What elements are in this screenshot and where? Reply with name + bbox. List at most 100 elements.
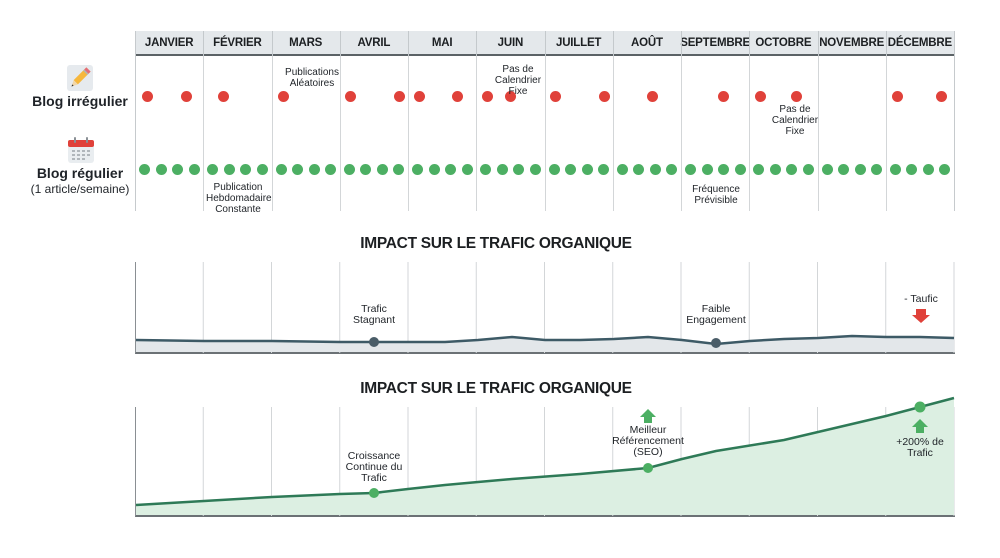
regular-post-dot: [649, 163, 661, 175]
regular-post-dot: [734, 163, 746, 175]
regular-post-dot: [701, 163, 713, 175]
regular-post-dot: [565, 163, 576, 175]
irregular-post-dot: [754, 90, 766, 102]
month-header-4: MAI: [408, 31, 477, 56]
month-header-8: SEPTEMBRE: [680, 31, 750, 56]
header-separator: [339, 31, 341, 56]
row-label-irregular: Blog irrégulier: [32, 93, 128, 109]
regular-post-dot: [188, 163, 200, 175]
label-plus200: +200% de Trafic: [896, 436, 944, 459]
regular-post-dot: [633, 163, 645, 175]
irregular-post-dot: [141, 90, 153, 102]
irregular-post-dot: [549, 90, 561, 102]
seo-marker: [643, 463, 653, 473]
regular-post-dot: [581, 163, 593, 175]
regular-post-dot: [802, 163, 814, 175]
irregular-post-dot: [393, 90, 405, 102]
engagement-marker: [711, 338, 721, 348]
regular-post-dot: [155, 163, 167, 175]
arrow-down-icon: [912, 309, 930, 323]
header-separator: [749, 31, 751, 56]
regular-post-dot: [308, 163, 320, 175]
label-trafic-stagnant: Trafic Stagnant: [352, 303, 396, 326]
irregular-post-dot: [717, 90, 729, 102]
regular-post-dot: [461, 163, 473, 175]
irregular-post-dot: [451, 90, 463, 102]
month-header-9: OCTOBRE: [749, 31, 818, 56]
arrow-up-icon: [640, 409, 656, 423]
header-separator: [885, 31, 887, 56]
irregular-post-dot: [344, 90, 356, 102]
row-sublabel-regular: (1 article/semaine): [30, 182, 130, 196]
regular-post-dot: [207, 163, 219, 175]
regular-post-dot: [445, 163, 456, 175]
regular-post-dot: [666, 163, 678, 175]
calendar-icon: [67, 136, 95, 164]
month-header-11: DÉCEMBRE: [885, 31, 954, 56]
regular-post-dot: [939, 163, 951, 175]
month-header-1: FÉVRIER: [203, 31, 272, 56]
impact-title-regular: IMPACT SUR LE TRAFIC ORGANIQUE: [360, 380, 632, 397]
regular-post-dot: [376, 163, 388, 175]
grid-line: [954, 31, 955, 211]
grid-line: [544, 31, 546, 211]
regular-post-dot: [548, 163, 560, 175]
irregular-post-dot: [935, 90, 947, 102]
regular-post-dot: [172, 163, 183, 175]
regular-post-dot: [393, 163, 405, 175]
month-header-3: AVRIL: [339, 31, 408, 56]
plus200-marker: [914, 401, 926, 413]
note-publication-hebdomadaire: Publication Hebdomadaire Constante: [206, 182, 272, 215]
header-separator: [544, 31, 546, 56]
month-header-6: JUILLET: [544, 31, 613, 56]
note-pas-de-calendrier-juin: Pas de Calendrier Fixe: [494, 64, 542, 97]
pencil-icon: [67, 65, 93, 91]
label-taufic: - Taufic: [904, 293, 938, 305]
regular-post-dot: [922, 163, 934, 175]
month-header-2: MARS: [271, 31, 340, 56]
month-header-7: AOÛT: [612, 31, 681, 56]
header-separator: [476, 31, 478, 56]
label-seo: Meilleur Référencement (SEO): [612, 424, 684, 458]
regular-post-dot: [598, 163, 609, 175]
header-separator: [681, 31, 682, 56]
regular-post-dot: [685, 163, 696, 175]
grid-line: [681, 31, 682, 211]
regular-post-dot: [616, 163, 628, 175]
regular-post-dot: [786, 163, 798, 175]
irregular-post-dot: [598, 90, 610, 102]
irregular-post-dot: [413, 90, 425, 102]
irregular-post-dot: [646, 90, 658, 102]
regular-post-dot: [889, 163, 901, 175]
grid-line: [476, 31, 478, 211]
regular-post-dot: [292, 163, 303, 175]
regular-post-dot: [906, 163, 918, 175]
regular-post-dot: [529, 163, 541, 175]
regular-post-dot: [275, 163, 287, 175]
irregular-post-dot: [504, 90, 516, 102]
month-header-10: NOVEMBRE: [817, 31, 886, 56]
irregular-post-dot: [217, 90, 229, 102]
regular-post-dot: [480, 163, 492, 175]
grid-line: [749, 31, 751, 211]
header-separator: [408, 31, 409, 56]
header-separator: [271, 31, 273, 56]
note-pas-de-calendrier-octobre: Pas de Calendrier Fixe: [771, 104, 819, 137]
note-frequence-previsible: Fréquence Prévisible: [692, 184, 740, 206]
regular-post-dot: [854, 163, 866, 175]
impact-title-irregular: IMPACT SUR LE TRAFIC ORGANIQUE: [360, 235, 632, 252]
month-header-0: JANVIER: [135, 31, 204, 56]
grid-line: [408, 31, 409, 211]
regular-post-dot: [343, 163, 355, 175]
growth-marker: [369, 488, 379, 498]
regular-post-dot: [428, 163, 440, 175]
irregular-post-dot: [277, 90, 289, 102]
regular-post-dot: [769, 163, 781, 175]
regular-post-dot: [139, 163, 150, 175]
grid-line: [203, 31, 205, 211]
arrow-up-icon: [912, 419, 928, 433]
regular-post-dot: [223, 163, 235, 175]
grid-line: [885, 31, 887, 211]
